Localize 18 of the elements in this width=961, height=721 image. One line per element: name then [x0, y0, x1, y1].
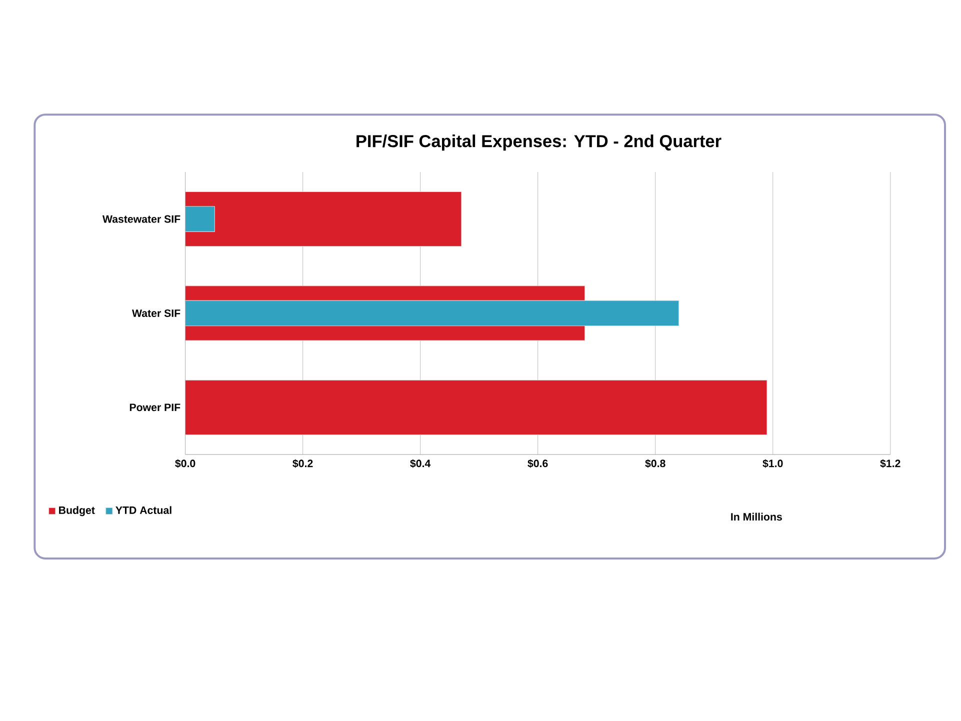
legend-label: YTD Actual [116, 506, 172, 514]
chart-title: PIF/SIF Capital Expenses: YTD - 2nd Quarter [356, 134, 722, 151]
x-axis-title: In Millions [731, 512, 782, 521]
bar [185, 300, 680, 326]
x-tick-label: $0.4 [410, 459, 431, 468]
legend-label: Budget [59, 506, 95, 516]
x-tick-label: $1.0 [762, 459, 783, 468]
x-tick-label: $0.8 [645, 459, 666, 468]
x-tick-label: $0.6 [528, 459, 548, 468]
y-tick-label: Water SIF [132, 309, 180, 317]
bar [185, 380, 768, 435]
x-tick-label: $0.2 [292, 459, 313, 468]
bar [185, 206, 215, 232]
y-tick-label: Wastewater SIF [102, 215, 180, 223]
x-tick-label: $1.2 [880, 459, 900, 468]
x-tick-label: $0.0 [175, 459, 196, 468]
y-tick-label: Power PIF [130, 404, 180, 412]
bar [185, 191, 462, 247]
